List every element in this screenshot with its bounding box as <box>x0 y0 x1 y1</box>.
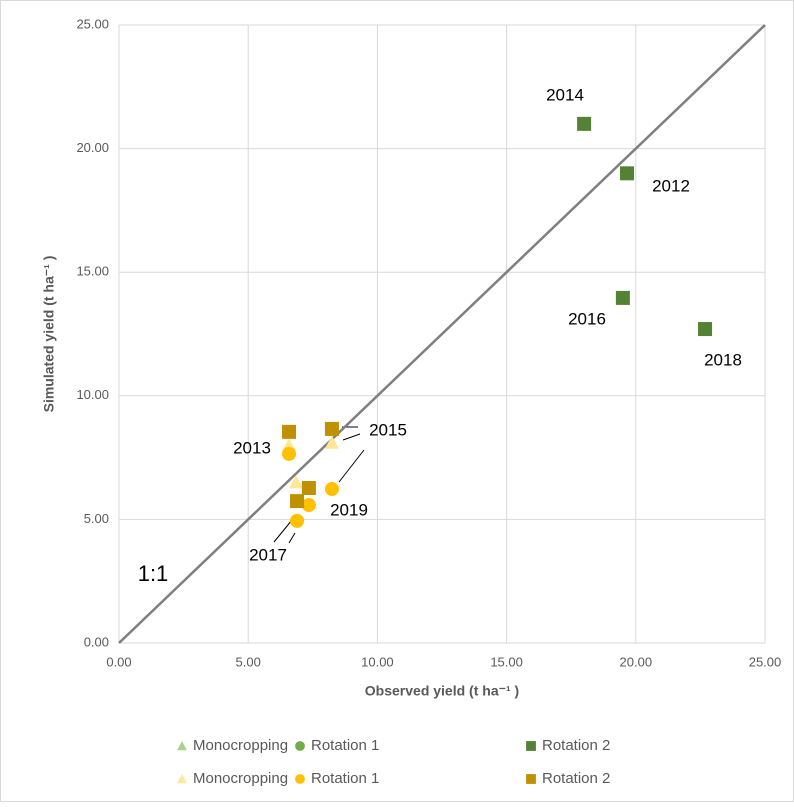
data-point <box>324 481 339 496</box>
data-point <box>324 421 339 436</box>
data-point <box>282 446 297 461</box>
one-to-one-line <box>118 24 766 644</box>
x-axis-label: Observed yield (t ha⁻¹ ) <box>365 683 519 699</box>
annotation: 1:1 <box>138 561 169 586</box>
y-tick-label: 25.00 <box>76 16 109 31</box>
legend-marker <box>526 774 536 784</box>
x-tick-label: 25.00 <box>749 654 782 669</box>
annotation: 2019 <box>330 500 368 519</box>
annotation: 2014 <box>546 85 584 104</box>
x-tick-label: 0.00 <box>106 654 131 669</box>
legend-marker <box>177 774 187 784</box>
data-point <box>301 498 316 513</box>
x-tick-label: 20.00 <box>620 654 653 669</box>
y-tick-label: 5.00 <box>84 511 109 526</box>
legend-label: Monocropping <box>193 737 288 754</box>
data-point <box>698 322 713 337</box>
data-point <box>282 424 297 439</box>
legend-marker <box>295 741 305 751</box>
legend-label: Rotation 1 <box>311 737 379 754</box>
x-tick-label: 5.00 <box>236 654 261 669</box>
y-tick-label: 0.00 <box>84 634 109 649</box>
data-point <box>290 513 305 528</box>
annotation: 2016 <box>568 309 606 328</box>
annotation: 2017 <box>249 545 287 564</box>
data-point <box>289 475 304 489</box>
data-point <box>620 166 635 181</box>
y-tick-label: 20.00 <box>76 140 109 155</box>
legend-marker <box>526 741 536 751</box>
y-axis-label: Simulated yield (t ha⁻¹ ) <box>41 256 57 413</box>
x-tick-label: 10.00 <box>361 654 394 669</box>
annotation: 2013 <box>233 438 271 457</box>
legend-label: Rotation 2 <box>542 737 610 754</box>
legend-label: Rotation 1 <box>311 770 379 787</box>
y-tick-label: 15.00 <box>76 264 109 279</box>
data-point <box>290 494 305 509</box>
data-point <box>615 290 630 305</box>
annotation: 2012 <box>652 176 690 195</box>
legend-label: Monocropping <box>193 770 288 787</box>
legend-label: Rotation 2 <box>542 770 610 787</box>
annotation: 2015 <box>369 420 407 439</box>
data-point <box>301 481 316 496</box>
x-tick-label: 15.00 <box>490 654 523 669</box>
data-point <box>577 116 592 131</box>
data-point <box>324 435 339 449</box>
legend-marker <box>177 741 187 751</box>
legend-marker <box>295 774 305 784</box>
y-tick-label: 10.00 <box>76 387 109 402</box>
annotation: 2018 <box>704 350 742 369</box>
